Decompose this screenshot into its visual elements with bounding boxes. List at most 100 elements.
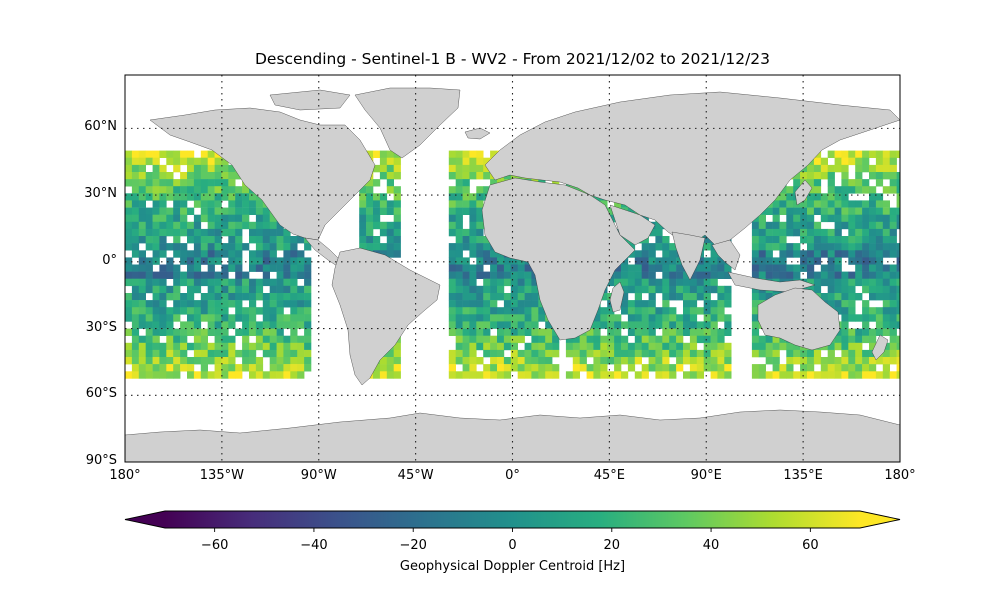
data-cell xyxy=(862,271,870,279)
data-cell xyxy=(641,349,649,358)
data-cell xyxy=(448,285,456,294)
data-cell xyxy=(262,314,270,322)
colorbar-tick-label: −60 xyxy=(200,538,229,553)
data-cell xyxy=(669,264,677,272)
data-cell xyxy=(207,186,215,194)
data-cell xyxy=(159,328,167,336)
data-cell xyxy=(875,207,884,215)
data-cell xyxy=(696,321,704,329)
data-cell xyxy=(469,172,477,180)
data-cell xyxy=(476,314,484,322)
data-cell xyxy=(207,236,215,244)
data-cell xyxy=(510,307,518,315)
lon-tick-label: 180° xyxy=(884,468,916,483)
data-cell xyxy=(255,243,264,251)
data-cell xyxy=(669,243,677,251)
data-cell xyxy=(469,278,477,287)
data-cell xyxy=(152,157,160,166)
data-cell xyxy=(855,328,863,336)
data-cell xyxy=(531,335,539,344)
data-cell xyxy=(614,271,622,279)
data-cell xyxy=(455,186,463,194)
data-cell xyxy=(145,243,153,251)
data-cell xyxy=(786,371,794,379)
data-cell xyxy=(490,371,498,379)
data-cell xyxy=(159,179,167,187)
data-cell xyxy=(834,264,842,272)
data-cell xyxy=(159,264,167,272)
data-cell xyxy=(896,150,900,158)
data-cell xyxy=(242,193,250,201)
data-cell xyxy=(235,257,243,265)
data-cell xyxy=(503,371,512,379)
data-cell xyxy=(159,307,167,315)
data-cell xyxy=(772,357,780,365)
data-cell xyxy=(304,285,312,294)
data-cell xyxy=(813,371,822,379)
data-cell xyxy=(166,357,174,365)
data-cell xyxy=(510,264,518,272)
data-cell xyxy=(228,250,236,258)
data-cell xyxy=(262,371,270,379)
data-cell xyxy=(855,157,863,166)
data-cell xyxy=(676,364,684,372)
data-cell xyxy=(813,271,822,279)
data-cell xyxy=(228,243,236,251)
data-cell xyxy=(848,328,856,336)
data-cell xyxy=(221,321,229,329)
data-cell xyxy=(648,328,656,336)
data-cell xyxy=(531,328,539,336)
data-cell xyxy=(269,342,277,351)
data-cell xyxy=(869,236,877,244)
data-cell xyxy=(138,285,146,294)
data-cell xyxy=(751,307,760,315)
data-cell xyxy=(834,214,842,223)
data-cell xyxy=(710,357,718,365)
data-cell xyxy=(758,371,766,379)
data-cell xyxy=(710,250,718,258)
data-cell xyxy=(249,293,257,301)
data-cell xyxy=(173,186,181,194)
data-cell xyxy=(187,172,195,180)
data-cell xyxy=(152,307,160,315)
data-cell xyxy=(634,314,642,322)
data-cell xyxy=(366,214,374,223)
data-cell xyxy=(455,264,463,272)
data-cell xyxy=(820,250,828,258)
data-cell xyxy=(359,186,367,194)
data-cell xyxy=(793,179,801,187)
data-cell xyxy=(297,342,305,351)
data-cell xyxy=(145,186,153,194)
data-cell xyxy=(290,349,298,358)
data-cell xyxy=(855,186,863,194)
data-cell xyxy=(262,342,270,351)
data-cell xyxy=(235,300,243,308)
data-cell xyxy=(820,278,828,287)
data-cell xyxy=(152,150,160,158)
data-cell xyxy=(235,236,243,244)
data-cell xyxy=(696,371,704,379)
data-cell xyxy=(648,364,656,372)
data-cell xyxy=(207,157,215,166)
data-cell xyxy=(297,236,305,244)
data-cell xyxy=(676,257,684,265)
data-cell xyxy=(510,328,518,336)
data-cell xyxy=(469,293,477,301)
data-cell xyxy=(228,186,236,194)
data-cell xyxy=(283,236,291,244)
data-cell xyxy=(676,314,684,322)
data-cell xyxy=(125,207,133,215)
data-cell xyxy=(855,150,863,158)
data-cell xyxy=(717,349,725,358)
data-cell xyxy=(173,364,181,372)
data-cell xyxy=(159,300,167,308)
data-cell xyxy=(448,271,456,279)
data-cell xyxy=(138,300,146,308)
data-cell xyxy=(786,349,794,358)
data-cell xyxy=(469,321,477,329)
data-cell xyxy=(262,349,270,358)
data-cell xyxy=(497,328,505,336)
data-cell xyxy=(125,228,133,237)
data-cell xyxy=(180,335,188,344)
data-cell xyxy=(221,186,229,194)
